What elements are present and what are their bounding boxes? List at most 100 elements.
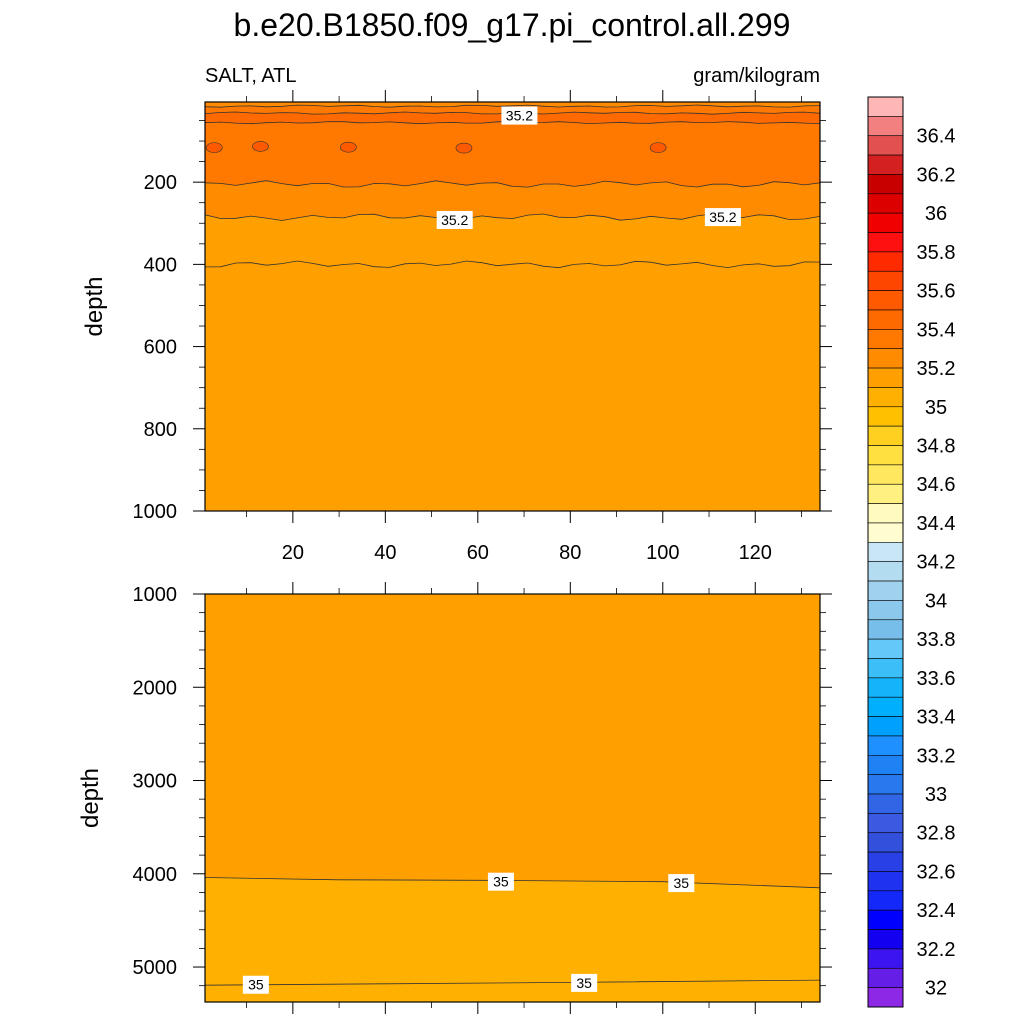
colorbar-label: 35	[925, 397, 947, 419]
colorbar-swatch	[867, 813, 904, 834]
band-35.1–35.2	[205, 180, 820, 221]
contour-label-bg	[668, 874, 695, 893]
contour-label-bg	[571, 973, 598, 992]
colorbar-label: 32	[925, 978, 947, 1000]
colorbar-label: 33.4	[917, 707, 956, 729]
colorbar-swatch	[867, 890, 904, 911]
colorbar-swatch	[867, 696, 904, 717]
colorbar-label: 32.2	[917, 939, 956, 961]
colorbar-swatch	[867, 909, 904, 930]
y-tick-label: 400	[144, 254, 177, 276]
colorbar-swatch	[867, 716, 904, 737]
colorbar-label: 36	[925, 203, 947, 225]
colorbar-swatch	[867, 774, 904, 795]
colorbar-swatch	[867, 135, 904, 156]
x-tick-label: 100	[646, 542, 679, 564]
colorbar-swatch	[867, 561, 904, 582]
x-tick-label: 120	[739, 542, 772, 564]
y-tick-label: 2000	[133, 677, 178, 699]
colorbar-swatch	[867, 406, 904, 427]
contour-35.1	[205, 260, 820, 269]
colorbar-label: 35.8	[917, 242, 956, 264]
units-label: gram/kilogram	[693, 65, 820, 87]
colorbar-label: 34.2	[917, 552, 956, 574]
salinity-blob	[455, 142, 473, 154]
contour-label: 35	[576, 975, 592, 991]
colorbar-swatch	[867, 425, 904, 446]
contour-label-bg	[487, 872, 514, 891]
contour-35.3	[205, 180, 820, 188]
colorbar-swatch	[867, 987, 904, 1008]
colorbar-swatch	[867, 754, 904, 775]
colorbar-swatch	[867, 96, 904, 117]
colorbar-swatch	[867, 464, 904, 485]
upper-plot-area: 35.2 35.2 35.2	[205, 102, 820, 511]
band-35.2–35.3	[205, 121, 820, 188]
upper-panel: 35.2 35.2 35.2 200 400 600 800 1000 20 40 60 80 100 1…	[81, 90, 832, 564]
colorbar-swatch	[867, 929, 904, 950]
x-tick-label: 80	[559, 542, 581, 564]
colorbar-swatch	[867, 619, 904, 640]
colorbar-swatch	[867, 212, 904, 233]
contour-label: 35.2	[441, 212, 468, 228]
salinity-blob	[205, 142, 223, 153]
colorbar-label: 33.8	[917, 629, 956, 651]
contour-label: 35	[248, 977, 264, 993]
contour-label-bg	[704, 208, 741, 227]
colorbar-swatch	[867, 871, 904, 892]
x-tick-label: 40	[374, 542, 396, 564]
colorbar-swatch	[867, 735, 904, 756]
colorbar-swatch	[867, 677, 904, 698]
y-axis-label: depth	[81, 276, 108, 336]
colorbar-swatch	[867, 832, 904, 853]
colorbar-swatch	[867, 483, 904, 504]
salinity-blob	[340, 141, 357, 153]
y-tick-label: 4000	[133, 864, 178, 886]
y-axis-label: depth	[77, 768, 104, 828]
y-tick-label: 600	[144, 337, 177, 359]
colorbar-swatch	[867, 309, 904, 330]
colorbar-label: 36.2	[917, 164, 956, 186]
colorbar-label: 34.4	[917, 513, 956, 535]
band-35.0–35.1	[205, 214, 820, 268]
colorbar-swatch	[867, 270, 904, 291]
lower-plot-area: 35 35 35 35	[205, 594, 820, 1002]
colorbar-label: 32.4	[917, 900, 956, 922]
colorbar-swatch	[867, 445, 904, 466]
lower-frame	[204, 593, 821, 1003]
colorbar-label: 34.6	[917, 474, 956, 496]
chart-title: b.e20.B1850.f09_g17.pi_control.all.299	[234, 7, 791, 43]
colorbar-swatch	[867, 542, 904, 562]
variable-label: SALT, ATL	[205, 65, 297, 87]
colorbar-label: 34	[925, 590, 947, 612]
contour-label: 35	[493, 874, 509, 890]
colorbar-label: 33.2	[917, 745, 956, 767]
colorbar-swatch	[867, 658, 904, 679]
colorbar-swatch	[867, 948, 904, 969]
band-35.1–35.2	[205, 102, 820, 108]
band-34.9–35.0	[205, 877, 820, 1002]
y-tick-label: 5000	[133, 957, 178, 979]
y-tick-label: 1000	[133, 584, 178, 606]
x-tick-label: 60	[467, 542, 489, 564]
upper-frame	[204, 101, 821, 512]
contour-label-bg	[501, 106, 538, 125]
colorbar-swatch	[867, 967, 904, 988]
contour-label: 35.2	[506, 108, 533, 124]
y-tick-label: 800	[144, 419, 177, 441]
colorbar-swatch	[867, 154, 904, 175]
y-tick-label: 3000	[133, 771, 178, 793]
colorbar-label: 33	[925, 784, 947, 806]
x-tick-label: 20	[282, 542, 304, 564]
colorbar-swatch	[867, 193, 904, 214]
colorbar-label: 35.6	[917, 281, 956, 303]
colorbar-swatch	[867, 522, 904, 543]
colorbar-swatch	[867, 638, 904, 659]
colorbar-swatch	[867, 580, 904, 601]
colorbar-swatch	[867, 793, 904, 814]
colorbar-frame	[867, 96, 904, 1008]
colorbar-swatch	[867, 600, 904, 621]
y-tick-label: 1000	[133, 501, 178, 523]
colorbar-swatch	[867, 290, 904, 311]
salinity-blob	[252, 141, 269, 152]
